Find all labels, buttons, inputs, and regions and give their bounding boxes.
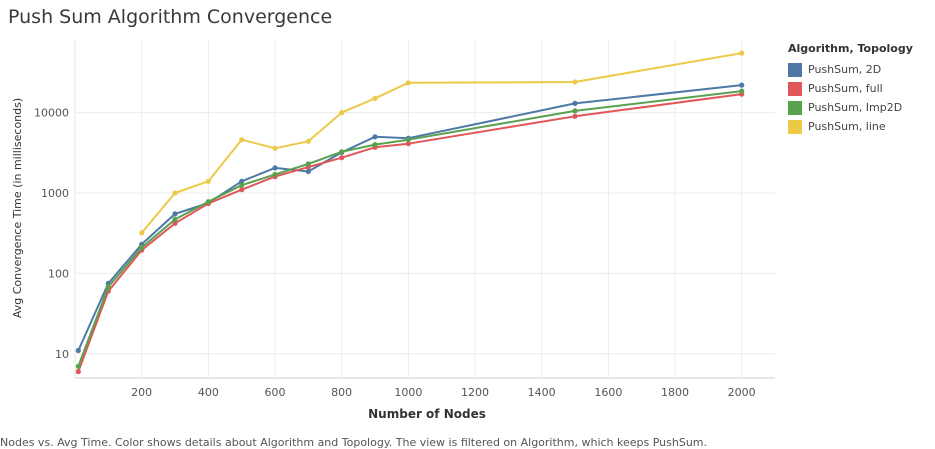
legend-label: PushSum, line (808, 120, 886, 133)
footnote: Nodes vs. Avg Time. Color shows details … (0, 436, 708, 449)
data-point (339, 110, 345, 116)
chart-title: Push Sum Algorithm Convergence (8, 6, 333, 28)
x-axis-label: Number of Nodes (368, 407, 486, 421)
data-point (139, 230, 145, 236)
y-axis-label: Avg Convergence Time (in milliseconds) (11, 98, 24, 318)
data-point (405, 80, 411, 86)
data-point (239, 187, 245, 193)
legend-swatch (788, 100, 802, 115)
legend-swatch (788, 62, 802, 77)
x-tick-label: 200 (131, 386, 152, 399)
y-tick-label: 1000 (41, 187, 69, 200)
data-point (305, 161, 311, 167)
x-tick-label: 800 (331, 386, 352, 399)
data-point (572, 108, 578, 114)
data-point (739, 82, 745, 88)
legend-swatch (788, 81, 802, 96)
y-tick-label: 10000 (34, 107, 69, 120)
series-line (77, 93, 742, 372)
data-point (339, 149, 345, 155)
data-point (305, 168, 311, 175)
y-tick-label: 10 (55, 348, 69, 361)
legend-item-line[interactable]: PushSum, line (788, 117, 933, 136)
x-tick-label: 1800 (661, 386, 689, 399)
data-point (239, 178, 245, 184)
legend-label: PushSum, full (808, 82, 883, 95)
x-tick-label: 1400 (528, 386, 556, 399)
data-point (305, 138, 311, 144)
data-point (572, 79, 578, 85)
data-point (75, 363, 81, 369)
data-point (205, 199, 211, 205)
data-point (75, 347, 81, 354)
data-point (372, 142, 378, 148)
data-point (239, 182, 245, 188)
data-point (372, 134, 378, 140)
series-layer (75, 50, 745, 375)
x-tick-label: 1600 (594, 386, 622, 399)
data-point (272, 145, 278, 151)
legend-label: PushSum, Imp2D (808, 101, 903, 114)
x-tick-label: 600 (265, 386, 286, 399)
data-point (272, 171, 278, 178)
data-point (572, 113, 578, 119)
data-point (739, 88, 745, 94)
data-point (572, 100, 578, 106)
y-tick-label: 100 (48, 267, 69, 280)
series-line (77, 90, 742, 367)
grid-lines (75, 40, 775, 378)
data-point (105, 284, 111, 290)
legend: Algorithm, Topology PushSum, 2D PushSum,… (788, 42, 933, 136)
legend-label: PushSum, 2D (808, 63, 882, 76)
data-point (172, 211, 178, 217)
legend-item-imp2d[interactable]: PushSum, Imp2D (788, 98, 933, 117)
legend-item-2d[interactable]: PushSum, 2D (788, 60, 933, 79)
data-point (75, 369, 81, 375)
data-point (372, 95, 378, 101)
data-point (339, 155, 345, 161)
legend-title: Algorithm, Topology (788, 42, 913, 55)
data-point (139, 244, 145, 251)
x-tick-label: 1200 (461, 386, 489, 399)
series-line (140, 52, 742, 234)
data-point (205, 178, 211, 184)
data-point (272, 165, 278, 171)
x-tick-label: 400 (198, 386, 219, 399)
legend-swatch (788, 119, 802, 134)
data-point (172, 220, 178, 226)
axes: 200 400 600 800 1000 1200 1400 1600 1800 2000 10 10… (34, 40, 775, 399)
data-point (739, 50, 745, 56)
legend-item-full[interactable]: PushSum, full (788, 79, 933, 98)
data-point (405, 137, 411, 143)
data-point (172, 216, 178, 222)
data-point (239, 137, 245, 143)
x-tick-label: 1000 (394, 386, 422, 399)
data-point (405, 141, 411, 147)
x-tick-label: 2000 (728, 386, 756, 399)
data-point (172, 190, 178, 196)
